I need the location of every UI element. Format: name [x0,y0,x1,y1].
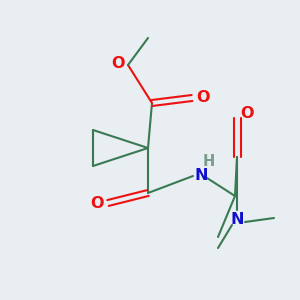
Text: O: O [91,196,104,211]
Text: O: O [112,56,125,71]
Text: O: O [196,91,209,106]
Text: O: O [240,106,253,122]
Text: N: N [194,167,208,182]
Text: H: H [203,154,215,169]
Text: N: N [230,212,244,227]
